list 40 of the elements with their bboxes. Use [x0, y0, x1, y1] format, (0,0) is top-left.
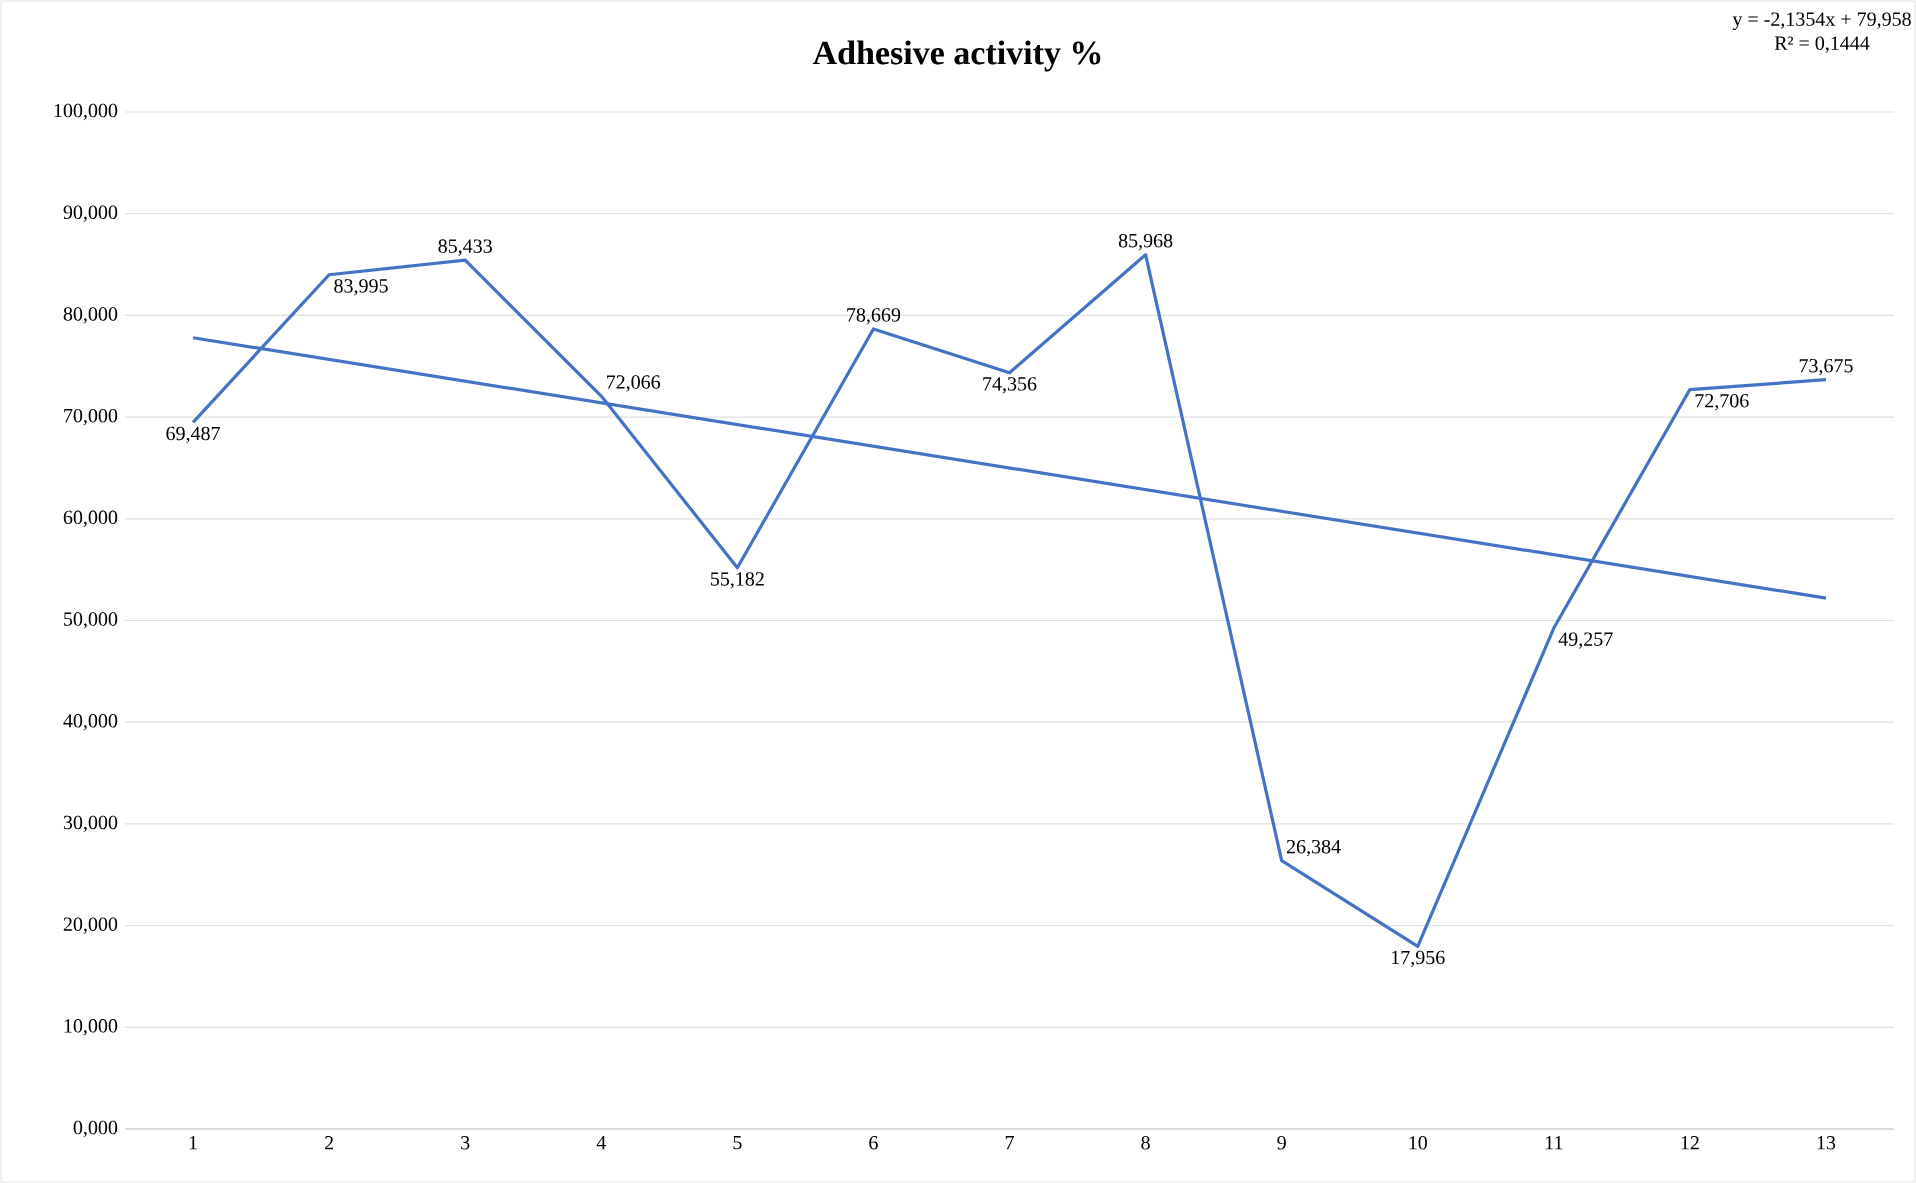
y-tick-label: 0,000 — [73, 1120, 118, 1138]
y-tick-label: 40,000 — [63, 714, 118, 731]
data-label: 72,066 — [606, 375, 661, 392]
y-tick-label: 10,000 — [64, 1019, 118, 1036]
x-tick-label: 1 — [189, 1136, 197, 1150]
x-tick-label: 10 — [1409, 1136, 1427, 1150]
x-tick-label: 7 — [1005, 1136, 1014, 1150]
data-label: 73,675 — [1799, 359, 1853, 376]
x-tick-label: 4 — [596, 1136, 606, 1150]
data-label: 74,356 — [983, 377, 1037, 394]
x-tick-label: 13 — [1817, 1136, 1836, 1150]
y-tick-label: 70,000 — [64, 408, 118, 426]
x-tick-label: 8 — [1141, 1136, 1150, 1150]
x-tick-label: 6 — [869, 1136, 878, 1150]
y-tick-label: 30,000 — [63, 815, 118, 833]
data-label: 55,182 — [711, 572, 764, 589]
x-tick-label: 3 — [461, 1136, 470, 1150]
y-tick-label: 60,000 — [63, 510, 118, 527]
data-label: 26,384 — [1286, 839, 1341, 857]
y-tick-label: 20,000 — [63, 917, 118, 934]
y-tick-label: 100,000 — [54, 103, 118, 121]
data-label: 78,669 — [847, 308, 901, 325]
data-label: 69,487 — [166, 426, 220, 444]
x-tick-label: 2 — [325, 1136, 334, 1150]
x-tick-label: 5 — [733, 1136, 742, 1150]
data-label: 83,995 — [334, 279, 388, 296]
data-label: 17,956 — [1392, 950, 1445, 968]
data-label: 85,433 — [438, 239, 492, 256]
y-tick-label: 50,000 — [64, 612, 118, 629]
data-label: 49,257 — [1558, 632, 1613, 649]
data-label: 85,968 — [1118, 233, 1173, 251]
chart-title: Adhesive activity % — [812, 40, 1101, 72]
x-tick-label: 12 — [1681, 1136, 1699, 1150]
y-tick-label: 80,000 — [63, 307, 118, 324]
y-tick-label: 90,000 — [63, 205, 118, 222]
text: y = -2,1354x + 79,958 — [1732, 12, 1911, 31]
text: R² = 0,1444 — [1774, 36, 1870, 53]
x-tick-label: 11 — [1545, 1136, 1563, 1150]
data-label: 72,706 — [1695, 393, 1749, 411]
x-tick-label: 9 — [1277, 1136, 1286, 1150]
